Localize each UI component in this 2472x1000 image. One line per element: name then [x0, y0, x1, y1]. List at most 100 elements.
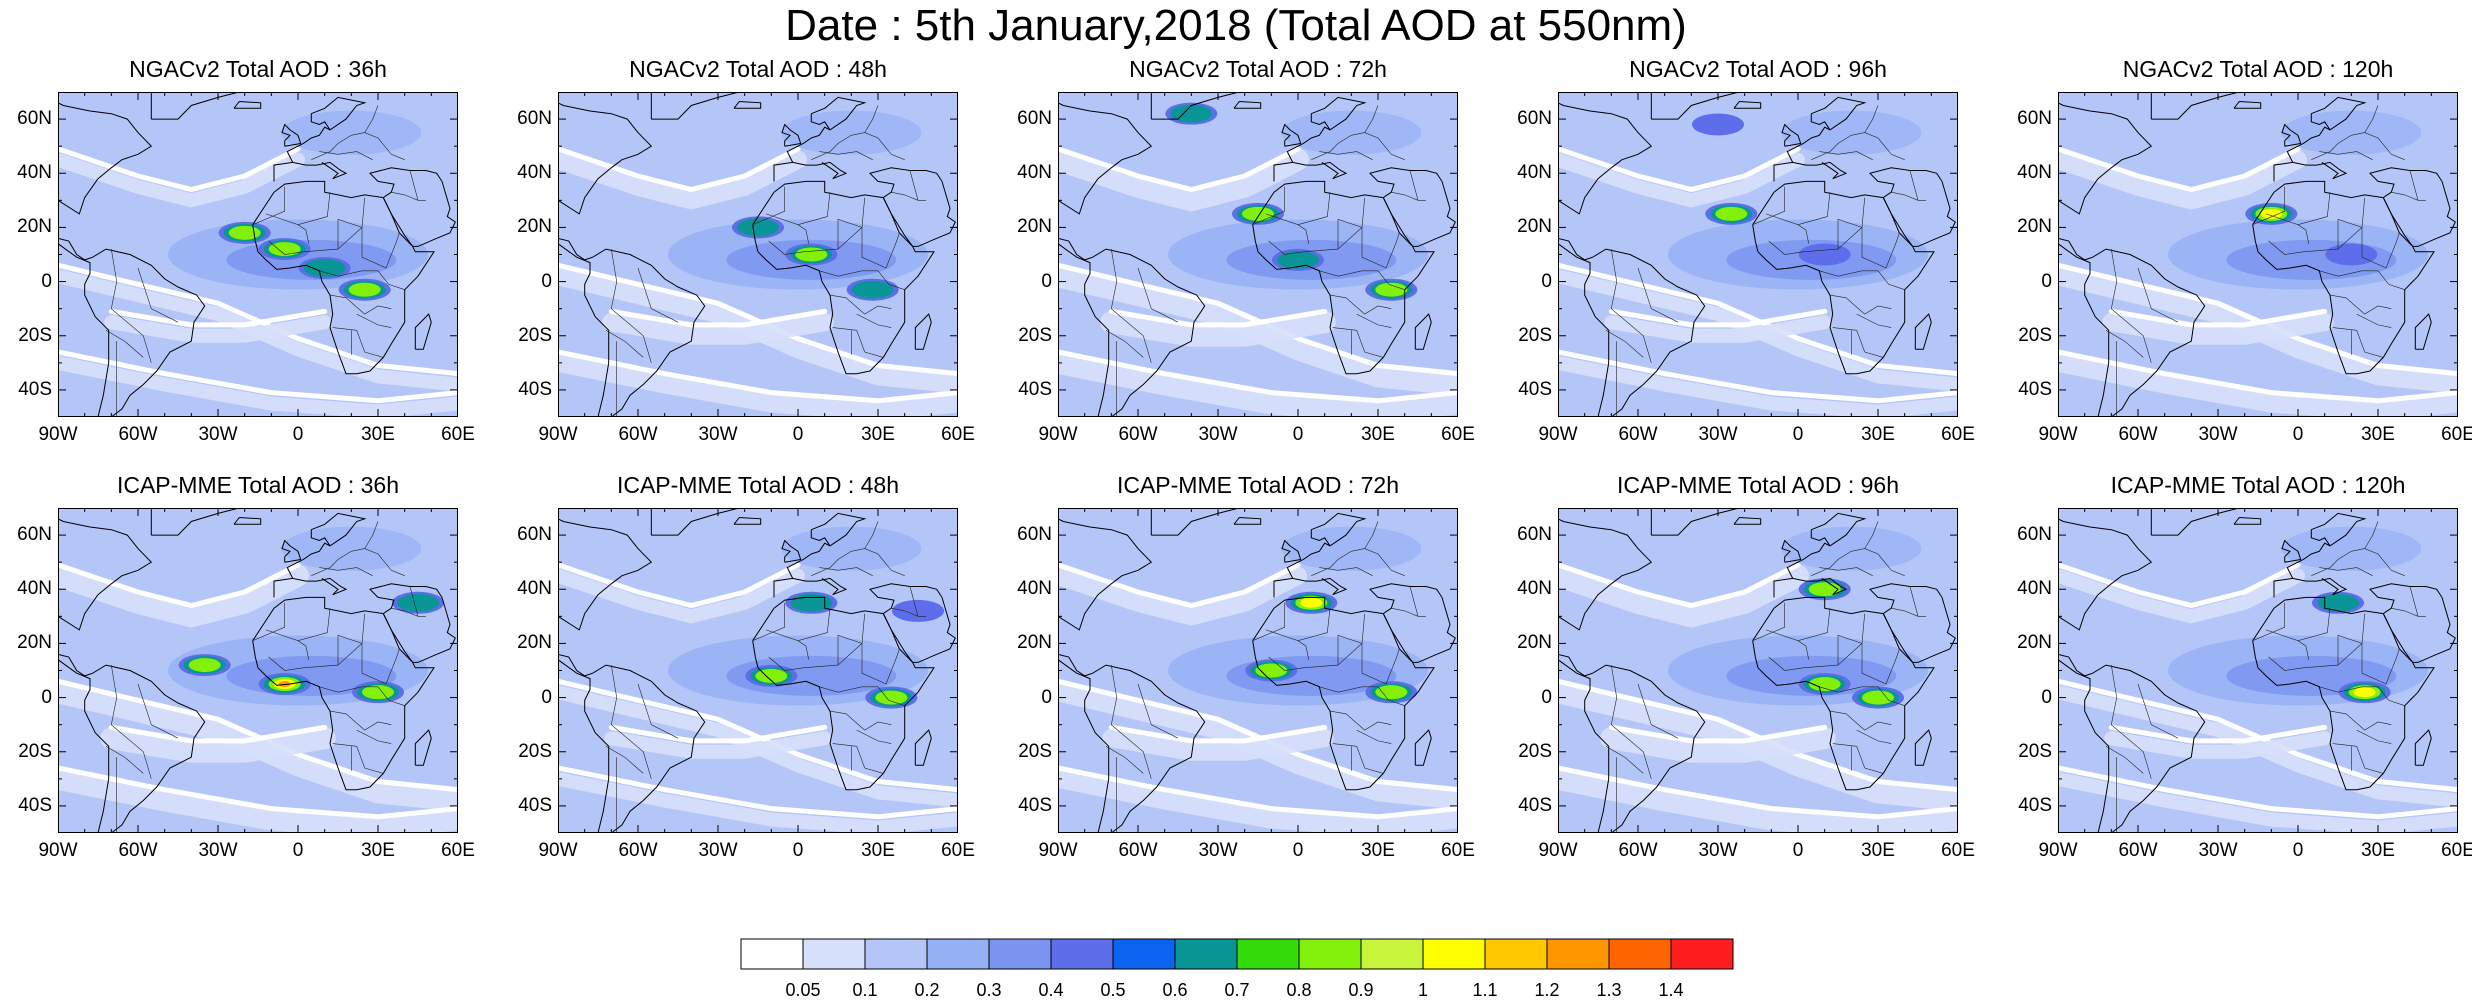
lat-tick-label: 20S: [18, 740, 52, 762]
lon-tick-label: 60E: [941, 424, 975, 445]
country-border: [2356, 729, 2392, 744]
panel-title: ICAP-MME Total AOD : 72h: [1116, 472, 1400, 498]
country-border: [1265, 192, 1331, 226]
country-border: [768, 197, 865, 255]
lat-tick-label: 20S: [1018, 740, 1052, 762]
coastline: [273, 512, 367, 598]
aod-hotspot: [278, 681, 291, 688]
country-border: [1110, 249, 1152, 363]
country-border: [2319, 151, 2373, 160]
coastline: [2292, 161, 2348, 180]
coastline: [752, 596, 935, 791]
coastline: [252, 596, 435, 791]
coastline: [1369, 167, 1456, 247]
country-border: [811, 132, 905, 160]
coastline: [58, 518, 153, 631]
country-border: [861, 227, 900, 269]
country-border: [2297, 640, 2309, 660]
low-aod-band: [1558, 152, 1805, 208]
clean-air-band: [2058, 349, 2458, 404]
colorbar-box: [1670, 938, 1734, 970]
country-border: [265, 192, 331, 226]
lat-tick-label: 40S: [1018, 378, 1052, 400]
coastline: [558, 237, 706, 417]
clean-air-band: [1558, 765, 1958, 820]
low-aod-band: [1058, 566, 1307, 626]
low-aod-band: [2058, 150, 2307, 210]
country-border: [2311, 132, 2405, 160]
country-border: [110, 665, 152, 779]
coastline: [58, 102, 153, 215]
lat-tick-label: 20S: [2018, 324, 2052, 346]
coastline: [1781, 539, 1802, 563]
aod-hotspot: [737, 218, 779, 237]
lon-tick-label: 90W: [38, 840, 78, 861]
colorbar-box: [864, 938, 928, 970]
country-border: [752, 186, 785, 225]
lat-tick-label: 40N: [1017, 162, 1052, 184]
country-border: [265, 608, 331, 642]
country-border: [2329, 294, 2392, 315]
lon-tick-label: 0: [1292, 424, 1304, 445]
lon-tick-label: 60E: [1941, 424, 1975, 445]
clean-air-band: [1558, 349, 1958, 404]
country-border: [2337, 634, 2363, 666]
country-border: [1797, 224, 1809, 244]
lon-tick-label: 60W: [2118, 840, 2158, 861]
coastline: [773, 512, 867, 598]
lat-tick-label: 40N: [17, 578, 52, 600]
coastline: [369, 167, 456, 247]
country-border: [819, 270, 905, 290]
coastline: [2058, 518, 2153, 631]
country-border: [337, 218, 363, 250]
lat-tick-label: 20N: [1517, 632, 1552, 654]
country-border: [252, 186, 285, 225]
lon-tick-label: 90W: [2038, 424, 2078, 445]
lat-tick-label: 20N: [17, 632, 52, 654]
country-border: [319, 270, 405, 290]
coastline: [1058, 518, 1153, 631]
colorbar-box: [926, 938, 990, 970]
lat-tick-label: 0: [541, 270, 552, 292]
coastline: [1273, 96, 1367, 182]
country-border: [1337, 218, 1363, 250]
low-aod-band: [1600, 727, 1836, 763]
country-border: [1768, 197, 1865, 255]
clean-air-band: [108, 308, 328, 328]
lon-tick-label: 60E: [1941, 840, 1975, 861]
aod-europe-field: [281, 110, 422, 155]
panel-title: ICAP-MME Total AOD : 36h: [116, 472, 400, 498]
country-border: [819, 686, 905, 706]
lon-tick-label: 30E: [861, 840, 895, 861]
aod-europe-field: [781, 526, 922, 571]
country-border: [137, 267, 179, 323]
lat-tick-label: 40N: [1517, 162, 1552, 184]
lon-tick-label: 90W: [1038, 840, 1078, 861]
colorbar-box: [1050, 938, 1114, 970]
country-border: [1765, 192, 1831, 226]
country-border: [1861, 227, 1900, 269]
country-border: [2110, 665, 2152, 779]
aod-hotspot: [1375, 685, 1408, 700]
coastline: [1058, 102, 1153, 215]
coastline: [792, 577, 848, 596]
lat-tick-label: 40S: [2018, 378, 2052, 400]
country-border: [832, 327, 884, 358]
country-border: [1319, 567, 1373, 576]
coastline: [414, 729, 432, 766]
country-border: [819, 151, 873, 160]
aod-map: [1058, 508, 1458, 833]
aod-hotspot: [1170, 104, 1213, 123]
map-panel: NGACv2 Total AOD : 120h: [2058, 56, 2458, 417]
clean-air-band: [1558, 146, 1801, 193]
coastline: [869, 167, 956, 247]
coastline: [558, 653, 706, 833]
aod-hotspot: [851, 280, 894, 299]
country-border: [1252, 186, 1285, 225]
country-border: [2311, 548, 2405, 576]
aod-europe-field: [781, 110, 922, 155]
coastline: [2292, 577, 2348, 596]
country-border: [311, 132, 405, 160]
coastline: [1558, 518, 1653, 631]
country-border: [1356, 729, 1392, 744]
